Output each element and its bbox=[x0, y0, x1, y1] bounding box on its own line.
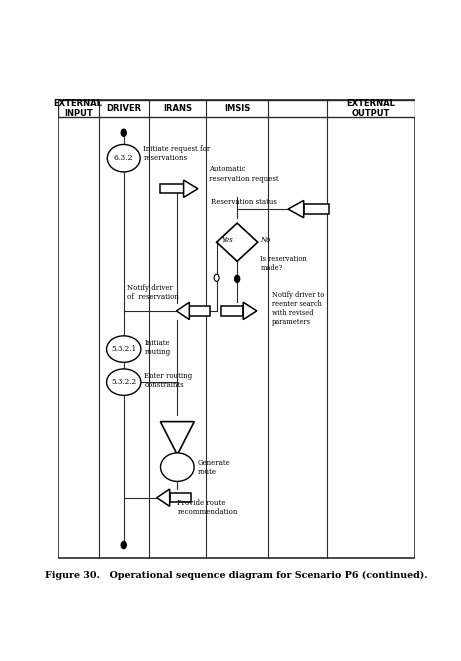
Polygon shape bbox=[288, 200, 304, 217]
Circle shape bbox=[121, 541, 126, 549]
Ellipse shape bbox=[160, 453, 194, 481]
Text: Provide route
recommendation: Provide route recommendation bbox=[177, 499, 238, 516]
Text: DRIVER: DRIVER bbox=[106, 104, 141, 113]
Text: Initiate request for
reservations: Initiate request for reservations bbox=[143, 145, 211, 162]
Text: Notify driver to
reenter search
with revised
parameters: Notify driver to reenter search with rev… bbox=[272, 291, 324, 326]
Text: IRANS: IRANS bbox=[163, 104, 192, 113]
Ellipse shape bbox=[107, 145, 140, 172]
Ellipse shape bbox=[106, 369, 141, 395]
Text: EXTERNAL
OUTPUT: EXTERNAL OUTPUT bbox=[347, 99, 396, 118]
Polygon shape bbox=[243, 302, 257, 319]
Text: Yes: Yes bbox=[221, 236, 233, 244]
Polygon shape bbox=[217, 223, 258, 261]
Text: No: No bbox=[260, 236, 271, 244]
Text: Reservation status: Reservation status bbox=[211, 198, 277, 206]
Ellipse shape bbox=[106, 336, 141, 362]
Text: Figure 30.   Operational sequence diagram for Scenario P6 (continued).: Figure 30. Operational sequence diagram … bbox=[45, 571, 427, 580]
Text: 6.3.2: 6.3.2 bbox=[114, 154, 134, 162]
Text: Initiate
routing: Initiate routing bbox=[144, 339, 171, 356]
Circle shape bbox=[235, 275, 240, 282]
Bar bbox=[170, 493, 191, 502]
Bar bbox=[160, 184, 183, 194]
Text: Automatic
reservation request: Automatic reservation request bbox=[209, 165, 279, 182]
Text: 5.3.2.1: 5.3.2.1 bbox=[111, 345, 136, 353]
Circle shape bbox=[214, 274, 219, 282]
Text: IMSIS: IMSIS bbox=[224, 104, 250, 113]
Text: 5.3.2.2: 5.3.2.2 bbox=[111, 378, 136, 386]
Bar bbox=[58, 100, 415, 118]
Text: Notify driver
of  reservation: Notify driver of reservation bbox=[127, 284, 179, 301]
Bar bbox=[304, 204, 329, 214]
Polygon shape bbox=[177, 302, 189, 319]
Bar bbox=[58, 100, 415, 558]
Polygon shape bbox=[157, 489, 170, 506]
Bar bbox=[189, 306, 210, 315]
Text: Enter routing
constraints: Enter routing constraints bbox=[144, 372, 193, 389]
Bar bbox=[221, 306, 243, 315]
Circle shape bbox=[121, 129, 126, 136]
Polygon shape bbox=[160, 422, 194, 455]
Text: EXTERNAL
INPUT: EXTERNAL INPUT bbox=[54, 99, 103, 118]
Polygon shape bbox=[183, 180, 198, 198]
Text: Generate
route: Generate route bbox=[198, 459, 231, 476]
Text: Is reservation
made?: Is reservation made? bbox=[260, 255, 307, 272]
